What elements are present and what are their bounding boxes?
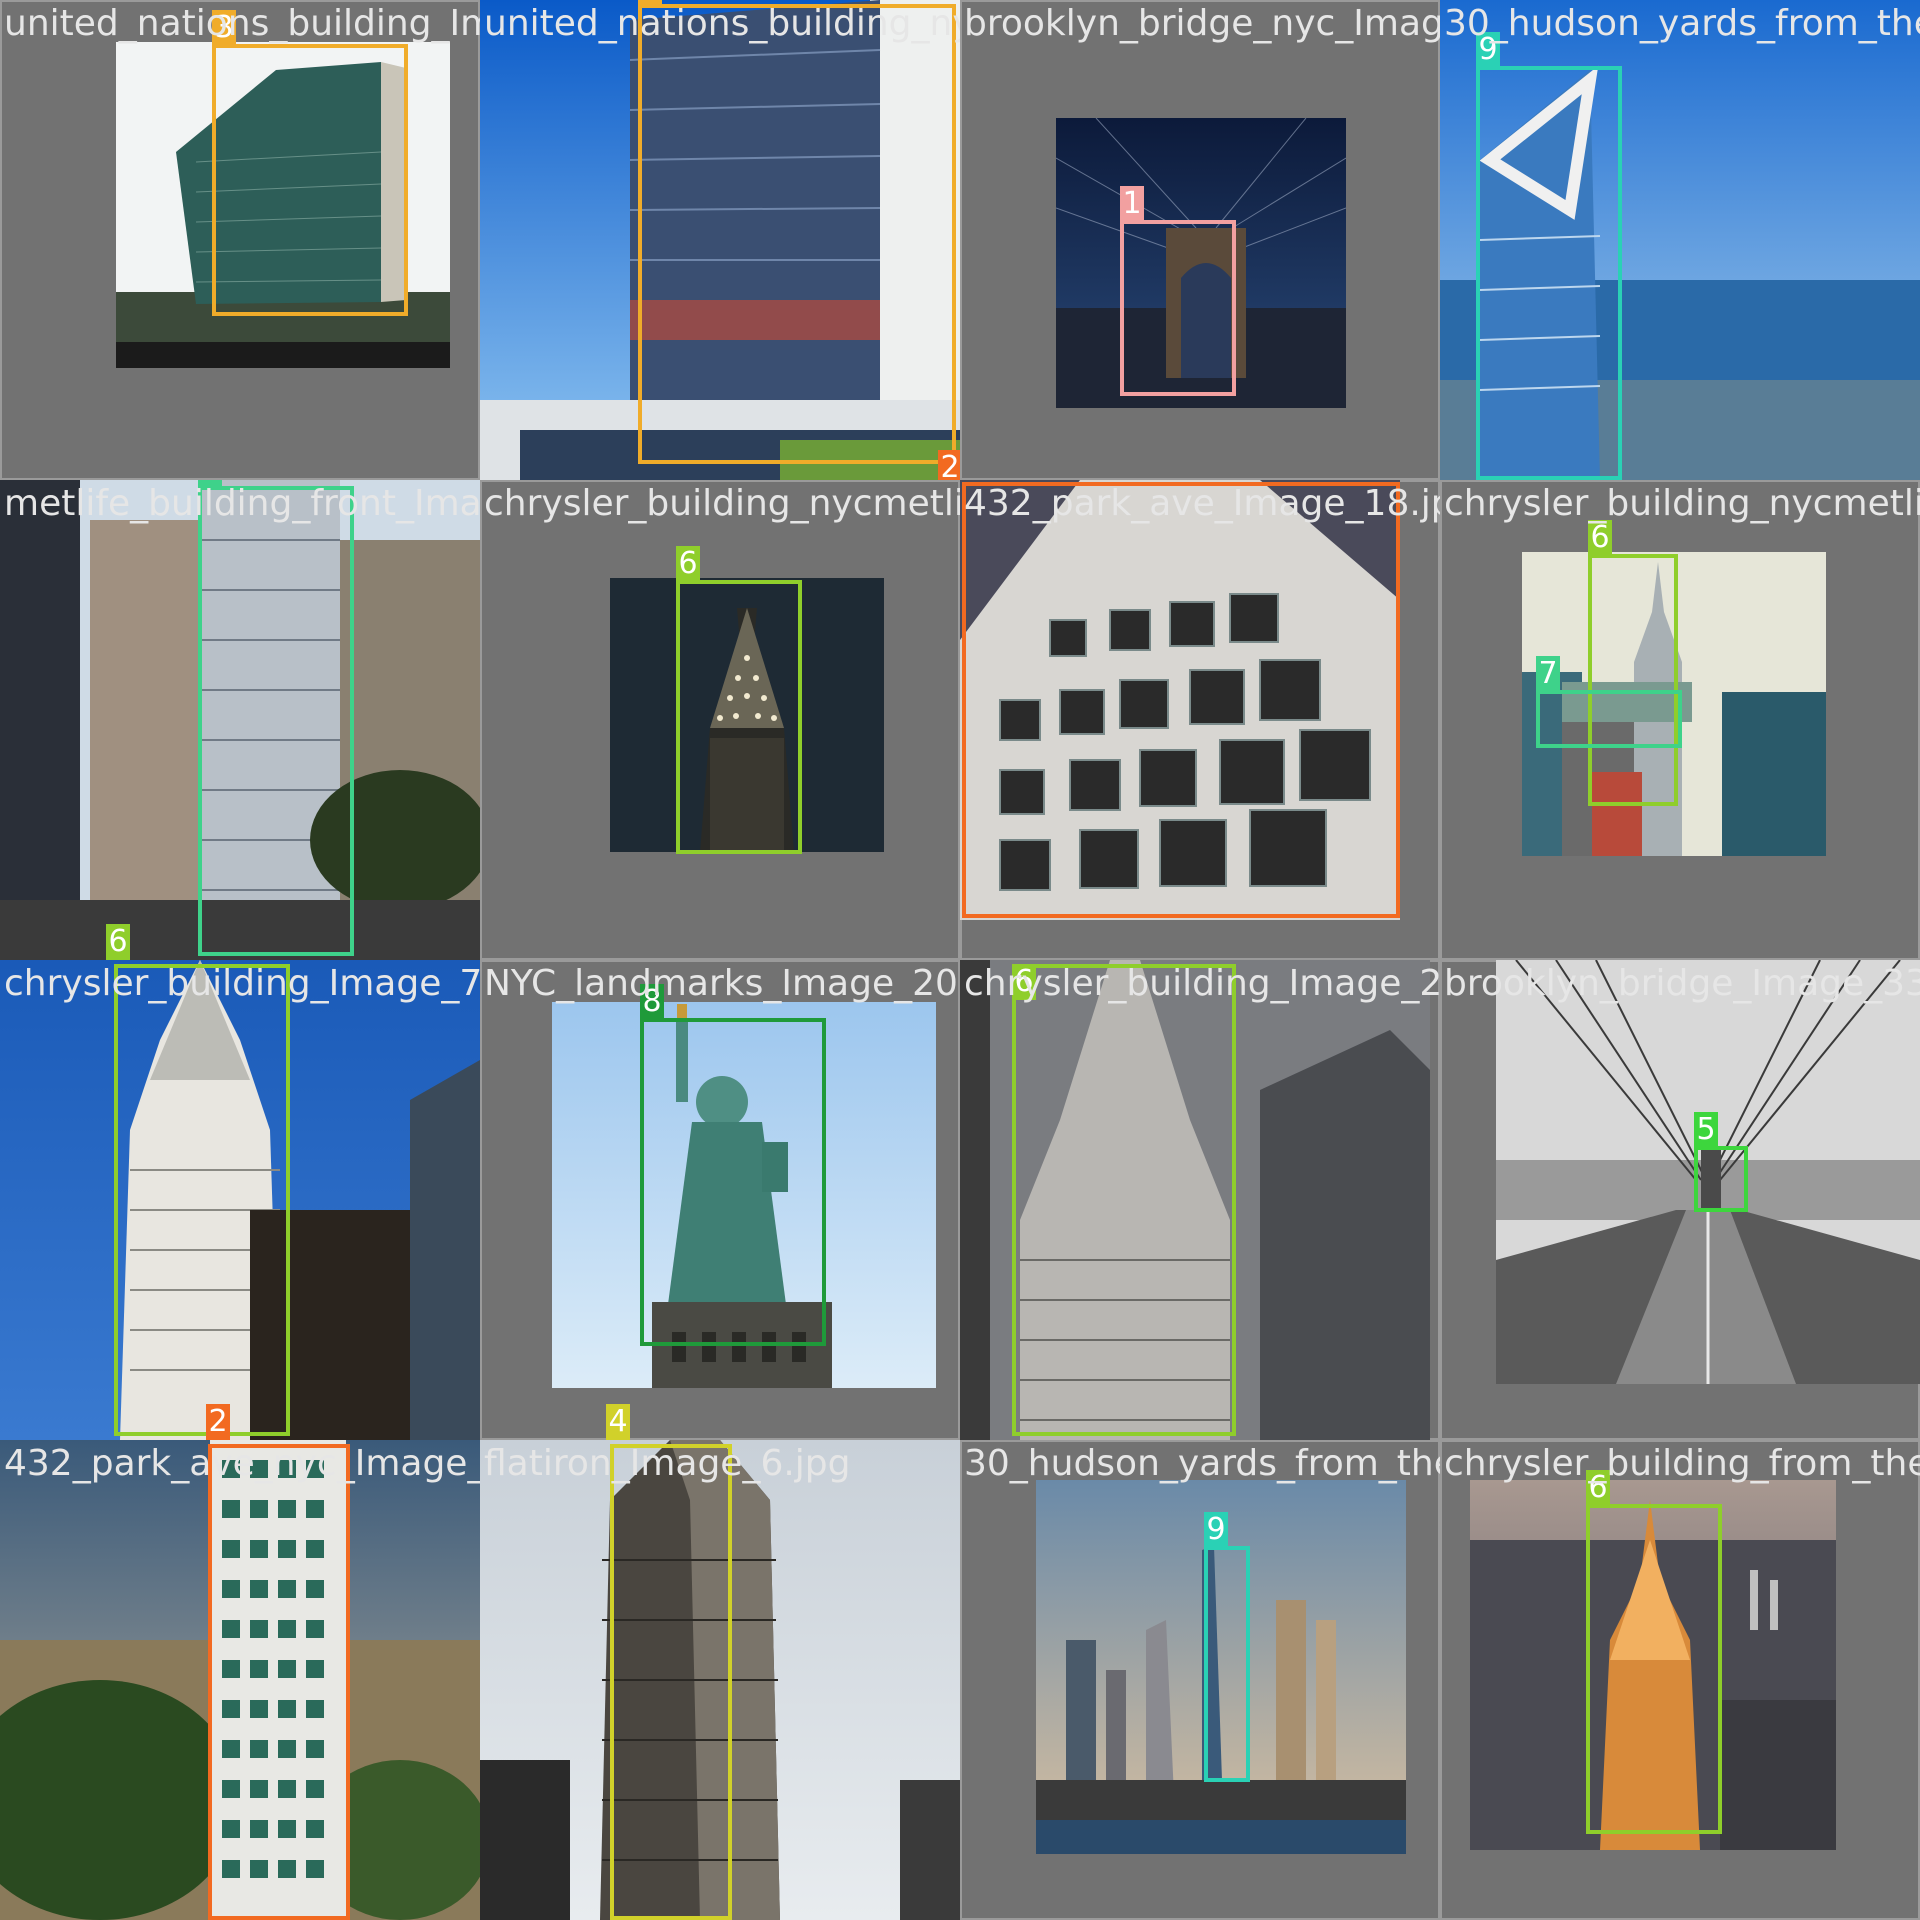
class-id-tag: 9 [1476, 32, 1500, 68]
class-id-tag: 9 [1204, 1512, 1228, 1548]
detection-bounding-box [114, 964, 290, 1436]
class-id-tag: 6 [676, 546, 700, 582]
tile-filename-label: 30_hudson_yards_from_the_ [1444, 3, 1920, 44]
detection-bounding-box: 9 [1204, 1512, 1250, 1782]
mosaic-tile: 30_hudson_yards_from_the_ 9 [1440, 0, 1920, 480]
photo-hudson-yards-skyline [1036, 1480, 1406, 1854]
mosaic-tile: flatiron_Image_6.jpg [480, 1440, 960, 1920]
detection-bounding-box: 7 [198, 480, 354, 956]
mosaic-tile: 432_park_ave_Image_18.jpg [960, 480, 1440, 960]
mosaic-tile: brooklyn_bridge_nyc_Image_305.jpg 1 [960, 0, 1440, 480]
detection-bounding-box: 7 [1536, 656, 1682, 748]
tile-filename-label: chrysler_building_from_the_ [1444, 1443, 1920, 1484]
class-id-tag: 4 [606, 1404, 630, 1440]
mosaic-tile: 30_hudson_yards_from_the_ 9 [960, 1440, 1440, 1920]
mosaic-tile: brooklyn_bridge_Image_33. 5 [1440, 960, 1920, 1440]
detection-bounding-box: 3 [212, 10, 408, 316]
mosaic-tile: united_nations_building_nyc_Image_4.jpg … [480, 0, 960, 480]
photo-united-nations-building-close [480, 0, 960, 480]
mosaic-tile: NYC_landmarks_Image_20.jpg 8 4 [480, 960, 960, 1440]
class-id-tag: 7 [198, 480, 222, 488]
photo-brooklyn-bridge [1056, 118, 1346, 408]
class-id-tag: 6 [1588, 520, 1612, 556]
detection-bounding-box: 6 [1588, 520, 1678, 806]
photo-flatiron-building [480, 1440, 960, 1920]
photo-432-park-avenue [960, 480, 1400, 920]
class-id-tag: 2 [206, 1404, 230, 1440]
class-id-tag: 6 [106, 924, 130, 960]
class-id-tag: 3 [212, 10, 236, 46]
mosaic-tile: chrysler_building_Image_2.jpg 6 [960, 960, 1440, 1440]
tile-filename-label: united_nations_building_Image_44.jpg [4, 3, 480, 44]
detection-bounding-box: 6 [676, 546, 802, 854]
photo-metlife-building [0, 480, 480, 960]
class-id-tag: 6 [1586, 1470, 1610, 1506]
detection-bounding-box [962, 482, 1400, 918]
photo-chrysler-building-grey [960, 960, 1430, 1440]
mosaic-tile: chrysler_building_nycmetlife_building_ 6 [480, 480, 960, 960]
mosaic-tile: chrysler_building_Image_7.jpg 2 [0, 960, 480, 1440]
photo-chrysler-building-night [610, 578, 884, 852]
class-id-tag: 2 [938, 450, 960, 480]
mosaic-tile: metlife_building_front_Image_1.jpg 7 6 [0, 480, 480, 960]
detection-bounding-box: 9 [1476, 32, 1622, 480]
mosaic-tile: chrysler_building_from_the_ 6 [1440, 1440, 1920, 1920]
detection-bounding-box: 3 [638, 0, 956, 464]
mosaic-tile: chrysler_building_nycmetlife_ 6 7 [1440, 480, 1920, 960]
detection-bounding-box: 6 [1586, 1470, 1722, 1834]
tile-filename-label: brooklyn_bridge_nyc_Image_305.jpg [964, 3, 1440, 44]
photo-432-park-avenue-aerial [0, 1440, 480, 1920]
photo-statue-of-liberty [552, 1002, 936, 1388]
class-id-tag: 7 [1536, 656, 1560, 692]
photo-30-hudson-yards [1440, 0, 1920, 480]
photo-chrysler-building-sunset [1470, 1480, 1836, 1850]
photo-brooklyn-bridge-walkway [1496, 960, 1920, 1384]
tile-filename-label: united_nations_building_nyc_Image_4.jpg [484, 3, 960, 44]
tile-filename-label: chrysler_building_nycmetlife_ [1444, 483, 1920, 524]
class-id-tag: 8 [640, 984, 664, 1020]
photo-united-nations-building [116, 42, 450, 368]
tile-filename-label: chrysler_building_Image_7.jpg [4, 963, 480, 1004]
tile-filename-label: chrysler_building_Image_2.jpg [964, 963, 1440, 1004]
tile-filename-label: NYC_landmarks_Image_20.jpg [484, 963, 960, 1004]
detection-bounding-box: 5 [1694, 1112, 1748, 1212]
class-id-tag: 5 [1694, 1112, 1718, 1148]
detection-bounding-box: 1 [1120, 186, 1236, 396]
detection-bounding-box: 6 [1012, 964, 1236, 1436]
tile-filename-label: chrysler_building_nycmetlife_building_ [484, 483, 960, 524]
detection-bounding-box [610, 1444, 732, 1920]
photo-chrysler-building-day [0, 960, 480, 1440]
tile-filename-label: flatiron_Image_6.jpg [484, 1443, 851, 1484]
detection-bounding-box [208, 1444, 350, 1920]
tile-filename-label: 432_park_ave_nyc_Image_32.jpg [4, 1443, 480, 1484]
tile-filename-label: 432_park_ave_Image_18.jpg [964, 483, 1440, 524]
mosaic-tile: united_nations_building_Image_44.jpg 3 [0, 0, 480, 480]
class-id-tag: 3 [638, 0, 662, 6]
class-id-tag: 6 [1012, 964, 1036, 1000]
tile-filename-label: 30_hudson_yards_from_the_ [964, 1443, 1440, 1484]
detection-bounding-box: 8 [640, 984, 826, 1346]
mosaic-tile: 432_park_ave_nyc_Image_32.jpg [0, 1440, 480, 1920]
tile-filename-label: metlife_building_front_Image_1.jpg [4, 483, 480, 524]
class-id-tag: 1 [1120, 186, 1144, 222]
tile-filename-label: brooklyn_bridge_Image_33. [1444, 963, 1920, 1004]
